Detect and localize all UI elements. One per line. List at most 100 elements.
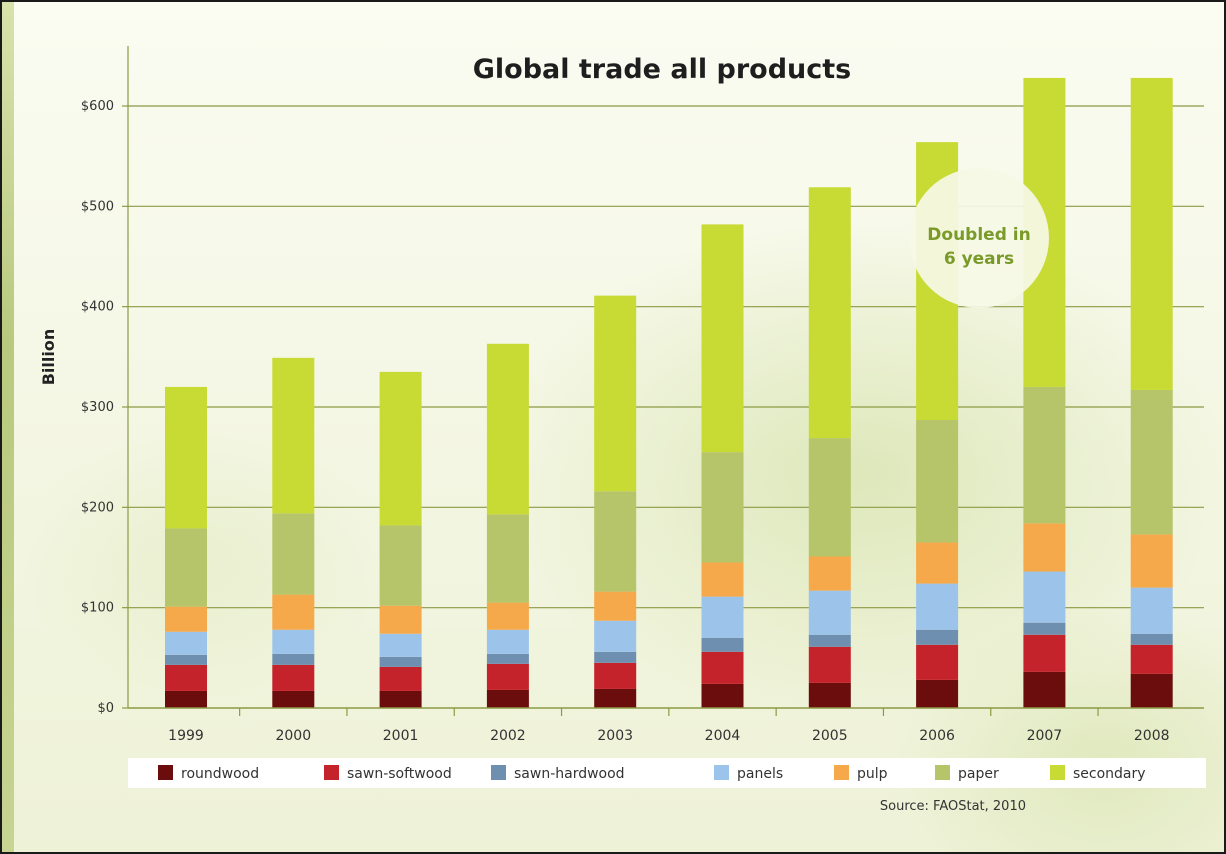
- bar-segment-panels: [701, 596, 744, 638]
- annotation-circle: [909, 168, 1049, 308]
- bar-segment-roundwood: [379, 690, 422, 708]
- x-tick-label: 2002: [490, 728, 526, 744]
- y-tick-label: $200: [81, 500, 114, 515]
- x-tick-label: 2001: [383, 728, 419, 744]
- left-edge-band: [2, 2, 14, 852]
- legend-label-sawn-hardwood: sawn-hardwood: [514, 766, 625, 782]
- bar-segment-paper: [916, 420, 959, 543]
- bar-segment-panels: [1130, 587, 1173, 634]
- bar-segment-panels: [486, 629, 529, 654]
- bar-segment-panels: [594, 620, 637, 652]
- bar-segment-pulp: [1023, 523, 1066, 572]
- bars: [165, 77, 1173, 708]
- x-tick-label: 2000: [275, 728, 311, 744]
- bar-segment-sawn-hardwood: [165, 654, 207, 665]
- y-tick-label: $0: [97, 701, 114, 716]
- legend-label-secondary: secondary: [1073, 766, 1146, 782]
- bar-segment-secondary: [701, 224, 744, 453]
- bar-segment-pulp: [594, 591, 637, 621]
- legend-swatch-panels: [714, 765, 729, 780]
- bar-segment-sawn-softwood: [594, 662, 637, 689]
- bar-segment-sawn-hardwood: [272, 653, 315, 665]
- y-tick-label: $100: [81, 601, 114, 616]
- y-tick-label: $300: [81, 400, 114, 415]
- legend-label-roundwood: roundwood: [181, 766, 259, 782]
- bar-segment-paper: [486, 514, 529, 603]
- x-tick-label: 2005: [812, 728, 848, 744]
- bar-segment-paper: [701, 452, 744, 563]
- bar-segment-sawn-softwood: [379, 666, 422, 691]
- bar-segment-roundwood: [486, 689, 529, 708]
- bar-segment-secondary: [379, 371, 422, 526]
- legend-swatch-sawn-hardwood: [491, 765, 506, 780]
- bar-segment-secondary: [808, 187, 851, 439]
- bar-segment-panels: [165, 631, 207, 655]
- bar-segment-paper: [165, 528, 207, 607]
- bar-segment-panels: [916, 583, 959, 630]
- bar-segment-sawn-softwood: [808, 646, 851, 683]
- x-tick-label: 2008: [1134, 728, 1170, 744]
- bar-segment-roundwood: [808, 682, 851, 708]
- bar-segment-pulp: [916, 542, 959, 584]
- bar-segment-roundwood: [1023, 671, 1066, 708]
- bar-segment-sawn-softwood: [1130, 644, 1173, 674]
- bar-segment-paper: [1130, 389, 1173, 535]
- y-axis-label: Billion: [39, 329, 58, 386]
- bar-segment-sawn-hardwood: [486, 653, 529, 664]
- annotation-line-2: 6 years: [944, 249, 1014, 269]
- bar-segment-roundwood: [1130, 673, 1173, 708]
- y-tick-label: $500: [81, 199, 114, 214]
- bar-segment-secondary: [165, 386, 207, 529]
- bar-segment-sawn-hardwood: [701, 637, 744, 652]
- bar-segment-secondary: [272, 357, 315, 514]
- chart-title: Global trade all products: [473, 54, 852, 85]
- bar-segment-secondary: [594, 295, 637, 492]
- bar-segment-paper: [808, 438, 851, 557]
- x-tick-label: 2004: [705, 728, 741, 744]
- legend-swatch-roundwood: [158, 765, 173, 780]
- bar-segment-pulp: [379, 605, 422, 634]
- bar-segment-paper: [1023, 386, 1066, 524]
- bar-segment-pulp: [701, 562, 744, 597]
- bar-segment-paper: [594, 491, 637, 592]
- bar-segment-sawn-hardwood: [808, 634, 851, 647]
- annotation: Doubled in 6 years: [909, 168, 1049, 308]
- bar-segment-sawn-softwood: [165, 664, 207, 691]
- bar-segment-paper: [272, 513, 315, 595]
- legend-swatch-secondary: [1050, 765, 1065, 780]
- bar-segment-pulp: [486, 602, 529, 630]
- bar-segment-sawn-hardwood: [1130, 633, 1173, 645]
- bar-segment-pulp: [272, 594, 315, 630]
- x-tick-label: 2007: [1027, 728, 1063, 744]
- source-note: Source: FAOStat, 2010: [880, 799, 1026, 814]
- bar-segment-sawn-softwood: [1023, 634, 1066, 672]
- bar-segment-sawn-softwood: [916, 644, 959, 680]
- bar-segment-sawn-softwood: [486, 663, 529, 690]
- bar-segment-pulp: [808, 556, 851, 591]
- bar-segment-roundwood: [916, 679, 959, 708]
- legend-swatch-paper: [935, 765, 950, 780]
- legend: roundwood sawn-softwood sawn-hardwood panel…: [158, 765, 1146, 782]
- bar-segment-pulp: [1130, 534, 1173, 588]
- legend-swatch-pulp: [834, 765, 849, 780]
- bar-segment-paper: [379, 525, 422, 606]
- bar-segment-roundwood: [272, 690, 315, 708]
- axes: $0 $100 $200 $300 $400 $500 $600 1999 2000 2001 20…: [81, 46, 1204, 744]
- bar-segment-secondary: [486, 343, 529, 515]
- y-tick-label: $400: [81, 300, 114, 315]
- bar-segment-roundwood: [701, 683, 744, 708]
- bar-segment-sawn-softwood: [272, 664, 315, 691]
- legend-label-pulp: pulp: [857, 766, 888, 782]
- bar-segment-secondary: [1130, 77, 1173, 390]
- bar-segment-panels: [1023, 571, 1066, 623]
- bar-segment-sawn-hardwood: [1023, 622, 1066, 635]
- legend-box: [128, 758, 1206, 788]
- bar-segment-roundwood: [594, 688, 637, 708]
- x-tick-label: 2006: [919, 728, 955, 744]
- legend-label-paper: paper: [958, 766, 999, 782]
- bar-segment-panels: [808, 590, 851, 635]
- legend-swatch-sawn-softwood: [324, 765, 339, 780]
- bar-segment-sawn-softwood: [701, 651, 744, 684]
